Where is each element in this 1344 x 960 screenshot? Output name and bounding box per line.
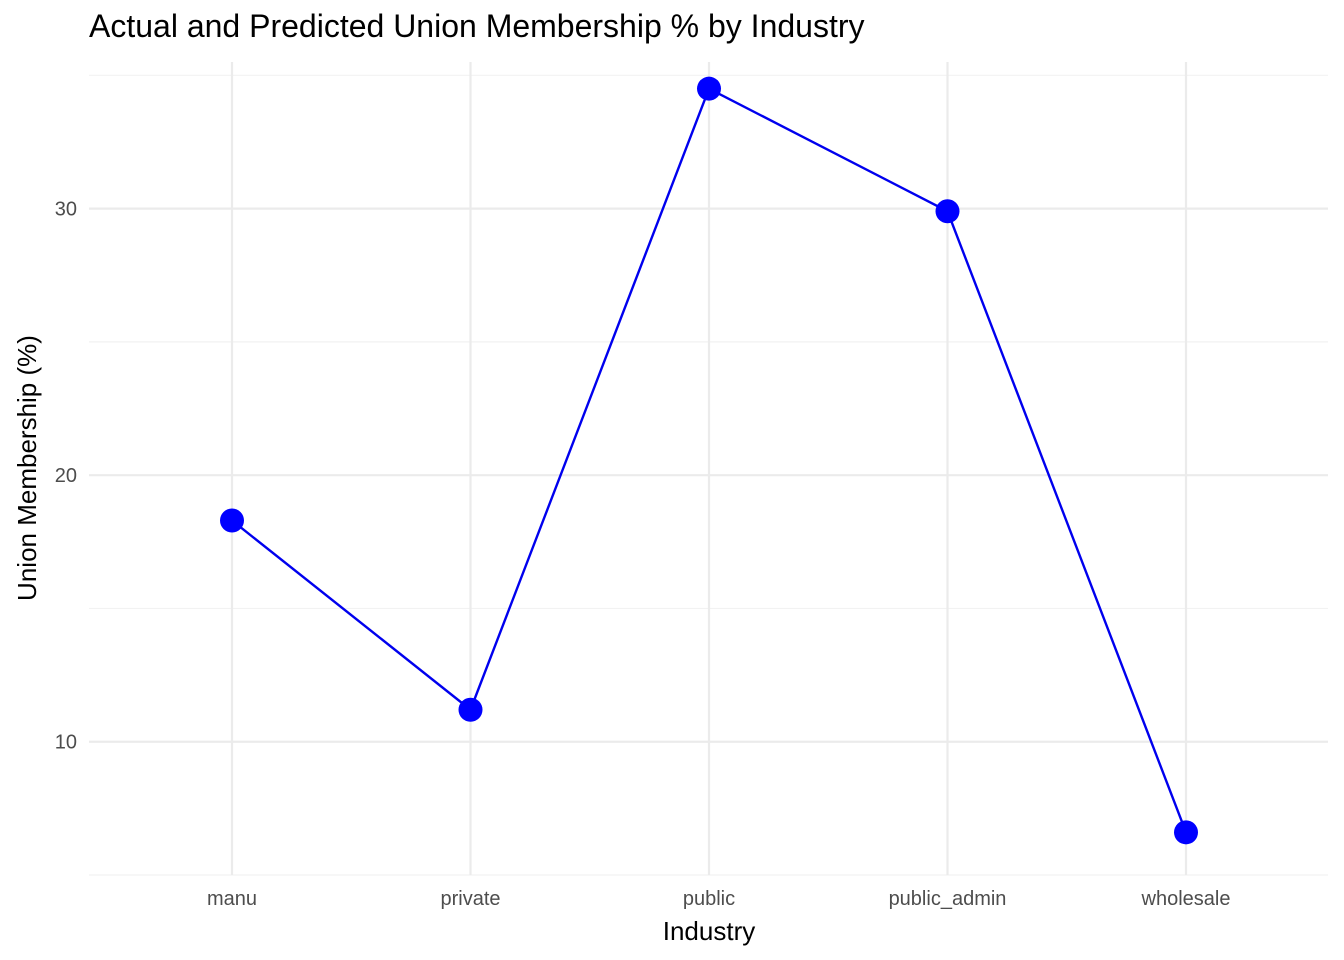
points-layer [220,76,1198,845]
x-tick-label: private [440,888,500,910]
y-axis-ticks: 10 20 30 [55,199,77,754]
x-tick-label: public_admin [889,888,1007,910]
y-axis-title: Union Membership (%) [12,335,42,601]
x-tick-label: public [683,888,735,910]
x-axis-title: Industry [663,916,756,946]
chart-title: Actual and Predicted Union Membership % … [89,8,865,44]
data-point-private [458,697,483,722]
x-tick-label: wholesale [1141,888,1231,910]
x-tick-label: manu [207,888,257,910]
data-point-manu [220,508,244,533]
grid-layer [89,62,1328,876]
y-tick-label: 20 [55,465,77,487]
y-tick-label: 10 [55,732,77,754]
data-point-wholesale [1174,820,1198,845]
y-tick-label: 30 [55,199,77,221]
x-axis-ticks: manu private public public_admin wholesale [207,888,1230,910]
data-point-public_admin [935,199,960,224]
data-point-public [697,76,721,101]
